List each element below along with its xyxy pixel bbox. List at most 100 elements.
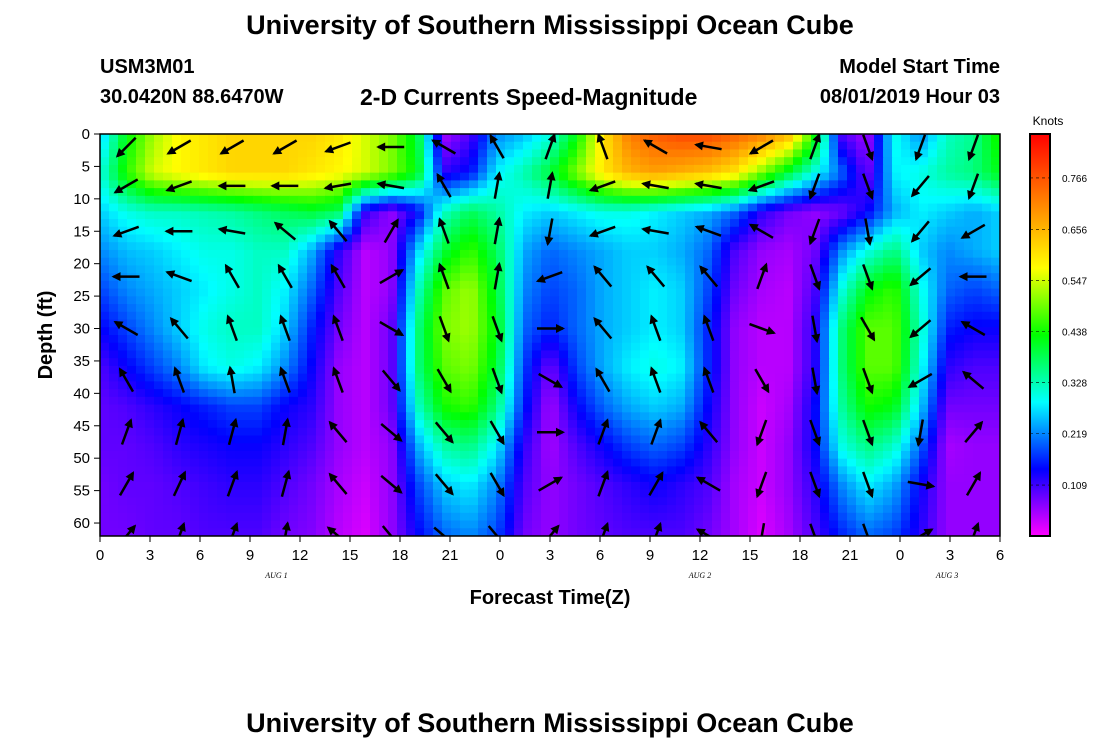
heatmap-cell — [118, 265, 128, 274]
heatmap-cell — [550, 141, 560, 151]
heatmap-cell — [712, 365, 722, 375]
station-id: USM3M01 — [100, 56, 195, 78]
heatmap-cell — [397, 342, 407, 352]
heatmap-cell — [163, 180, 173, 189]
heatmap-cell — [388, 188, 398, 197]
heatmap-cell — [199, 327, 209, 336]
heatmap-cell — [298, 427, 308, 437]
heatmap-cell — [163, 157, 173, 166]
heatmap-cell — [235, 304, 245, 313]
heatmap-cell — [226, 381, 236, 390]
heatmap-cell — [910, 389, 920, 398]
heatmap-cell — [469, 134, 479, 143]
heatmap-cell — [802, 396, 812, 406]
heatmap-cell — [739, 342, 749, 352]
heatmap-cell — [190, 249, 200, 259]
heatmap-cell — [703, 481, 713, 491]
heatmap-cell — [379, 234, 389, 243]
heatmap-cell — [721, 412, 731, 421]
heatmap-cell — [613, 365, 623, 375]
heatmap-cell — [199, 389, 209, 398]
heatmap-cell — [730, 273, 740, 282]
heatmap-cell — [973, 265, 983, 274]
heatmap-cell — [712, 311, 722, 321]
heatmap-cell — [910, 474, 920, 483]
heatmap-cell — [289, 203, 299, 212]
heatmap-cell — [937, 443, 947, 452]
heatmap-cell — [190, 188, 200, 197]
heatmap-cell — [649, 412, 659, 421]
heatmap-cell — [280, 164, 290, 174]
heatmap-cell — [433, 373, 443, 382]
heatmap-cell — [100, 420, 110, 429]
heatmap-cell — [388, 180, 398, 189]
heatmap-cell — [946, 249, 956, 259]
heatmap-cell — [820, 164, 830, 174]
heatmap-cell — [406, 443, 416, 452]
heatmap-cell — [505, 257, 515, 267]
heatmap-cell — [298, 249, 308, 259]
heatmap-cell — [298, 180, 308, 189]
heatmap-cell — [424, 172, 434, 181]
heatmap-cell — [451, 257, 461, 267]
heatmap-cell — [577, 265, 587, 274]
heatmap-cell — [712, 226, 722, 236]
heatmap-cell — [289, 180, 299, 189]
heatmap-cell — [748, 466, 758, 475]
heatmap-cell — [118, 450, 128, 460]
heatmap-cell — [874, 203, 884, 212]
heatmap-cell — [523, 164, 533, 174]
heatmap-cell — [973, 404, 983, 413]
heatmap-cell — [208, 466, 218, 475]
heatmap-cell — [586, 280, 596, 290]
heatmap-cell — [451, 141, 461, 151]
heatmap-cell — [703, 311, 713, 321]
heatmap-cell — [910, 242, 920, 251]
heatmap-cell — [802, 149, 812, 158]
heatmap-cell — [892, 273, 902, 282]
heatmap-cell — [514, 273, 524, 282]
heatmap-cell — [982, 319, 992, 328]
heatmap-cell — [307, 288, 317, 297]
heatmap-cell — [235, 458, 245, 468]
heatmap-cell — [955, 211, 965, 220]
heatmap-cell — [847, 497, 857, 506]
heatmap-cell — [739, 335, 749, 344]
heatmap-cell — [532, 211, 542, 220]
heatmap-cell — [352, 311, 362, 321]
heatmap-cell — [181, 327, 191, 336]
heatmap-cell — [910, 273, 920, 282]
heatmap-cell — [406, 319, 416, 328]
heatmap-cell — [802, 489, 812, 498]
heatmap-cell — [550, 350, 560, 359]
heatmap-cell — [784, 280, 794, 290]
heatmap-cell — [505, 373, 515, 382]
heatmap-cell — [667, 172, 677, 181]
heatmap-cell — [631, 280, 641, 290]
heatmap-cell — [244, 296, 254, 305]
heatmap-cell — [919, 203, 929, 212]
heatmap-cell — [568, 134, 578, 143]
heatmap-cell — [568, 373, 578, 382]
heatmap-cell — [190, 381, 200, 390]
heatmap-cell — [721, 435, 731, 444]
heatmap-cell — [442, 226, 452, 236]
heatmap-cell — [361, 257, 371, 267]
heatmap-cell — [604, 412, 614, 421]
heatmap-cell — [235, 435, 245, 444]
heatmap-cell — [226, 211, 236, 220]
heatmap-cell — [613, 234, 623, 243]
heatmap-cell — [613, 134, 623, 143]
heatmap-cell — [136, 381, 146, 390]
heatmap-cell — [865, 157, 875, 166]
heatmap-cell — [595, 466, 605, 475]
heatmap-cell — [127, 350, 137, 359]
heatmap-cell — [127, 265, 137, 274]
heatmap-cell — [685, 211, 695, 220]
heatmap-cell — [676, 203, 686, 212]
heatmap-cell — [523, 474, 533, 483]
heatmap-cell — [883, 396, 893, 406]
heatmap-cell — [883, 365, 893, 375]
heatmap-cell — [820, 350, 830, 359]
heatmap-cell — [586, 149, 596, 158]
